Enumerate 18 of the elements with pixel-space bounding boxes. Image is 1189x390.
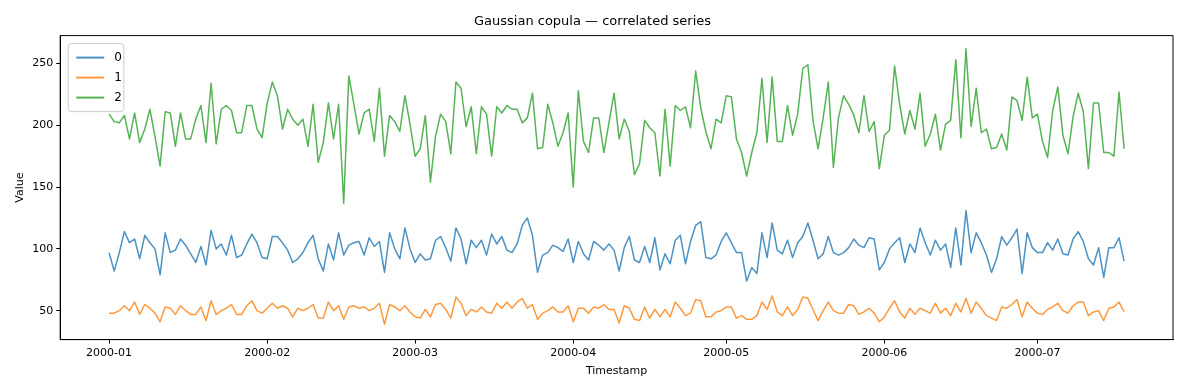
y-tick-label: 100 (32, 241, 54, 255)
x-tick-label: 2000-01 (86, 346, 133, 360)
x-tick-label: 2000-07 (1014, 346, 1061, 360)
x-tick-label: 2000-04 (550, 346, 597, 360)
legend-label: 1 (114, 69, 122, 84)
y-tick-label: 50 (39, 303, 54, 317)
legend-label: 2 (114, 89, 122, 104)
y-tick-label: 150 (32, 179, 54, 193)
x-tick-label: 2000-05 (703, 346, 750, 360)
x-tick-label: 2000-06 (861, 346, 908, 360)
chart-title: Gaussian copula — correlated series (473, 13, 712, 29)
y-tick-label: 250 (32, 56, 54, 70)
x-tick-label: 2000-02 (244, 346, 291, 360)
x-axis-title: Timestamp (584, 364, 648, 378)
x-tick-label: 2000-03 (392, 346, 439, 360)
y-tick-label: 200 (32, 118, 54, 132)
y-axis-title: Value (13, 172, 27, 203)
legend-label: 0 (114, 49, 122, 64)
